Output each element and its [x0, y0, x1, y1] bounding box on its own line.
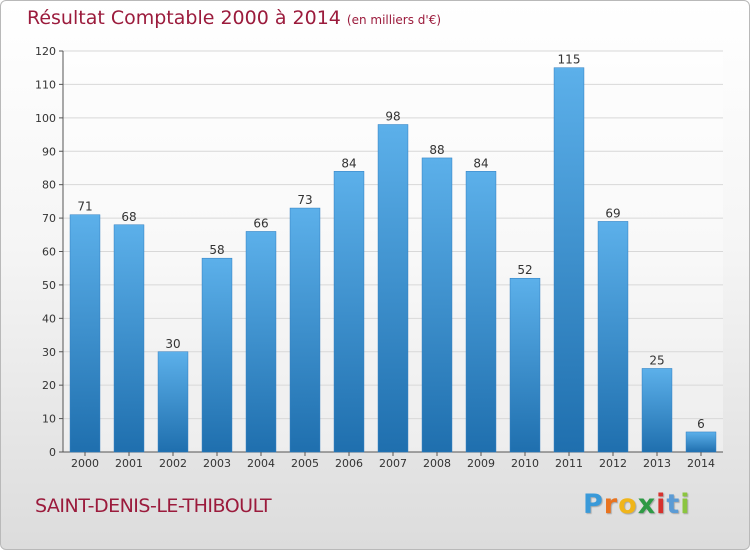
y-tick-label: 10	[42, 413, 56, 426]
bar-value-label: 88	[429, 143, 444, 157]
x-tick-label: 2012	[599, 457, 627, 470]
bar-value-label: 68	[121, 210, 136, 224]
bar	[421, 157, 453, 453]
bar-value-label: 25	[649, 353, 664, 367]
x-tick-label: 2000	[71, 457, 99, 470]
bar-value-label: 115	[558, 53, 581, 67]
bar	[113, 224, 145, 453]
y-tick-label: 70	[42, 212, 56, 225]
bar	[553, 67, 585, 453]
x-tick-label: 2003	[203, 457, 231, 470]
bar	[597, 221, 629, 453]
logo-letter: i	[680, 489, 691, 520]
x-tick-label: 2008	[423, 457, 451, 470]
x-tick-label: 2011	[555, 457, 583, 470]
bar	[157, 351, 189, 453]
bar-value-label: 6	[697, 417, 705, 431]
chart-unit: (en milliers d'€)	[346, 13, 442, 27]
bar-value-label: 58	[209, 243, 224, 257]
y-tick-label: 60	[42, 246, 56, 259]
bar-value-label: 30	[165, 337, 180, 351]
bar-value-label: 52	[517, 263, 532, 277]
bar	[333, 171, 365, 453]
x-tick-label: 2009	[467, 457, 495, 470]
x-tick-label: 2005	[291, 457, 319, 470]
bar-value-label: 73	[297, 193, 312, 207]
y-tick-label: 120	[35, 45, 56, 58]
logo-letter: x	[637, 489, 657, 520]
bar-value-label: 98	[385, 110, 400, 124]
y-tick-label: 100	[35, 112, 56, 125]
bar-value-label: 84	[341, 156, 356, 170]
logo-letter: i	[656, 489, 667, 520]
y-tick-label: 110	[35, 78, 56, 91]
bar	[201, 257, 233, 453]
bar	[377, 124, 409, 453]
x-tick-label: 2002	[159, 457, 187, 470]
x-tick-label: 2013	[643, 457, 671, 470]
x-tick-label: 2010	[511, 457, 539, 470]
bar	[685, 431, 717, 453]
chart-title-block: Résultat Comptable 2000 à 2014 (en millie…	[27, 7, 441, 29]
logo-letter: o	[618, 489, 638, 520]
bar-value-label: 84	[473, 156, 488, 170]
y-tick-label: 40	[42, 312, 56, 325]
x-tick-label: 2001	[115, 457, 143, 470]
bar-value-label: 69	[605, 206, 620, 220]
x-tick-label: 2014	[687, 457, 715, 470]
x-tick-label: 2007	[379, 457, 407, 470]
logo-letter: r	[603, 489, 619, 520]
bar	[509, 277, 541, 453]
location-name: SAINT-DENIS-LE-THIBOULT	[35, 495, 272, 517]
proxiti-logo: Proxiti	[583, 489, 691, 520]
y-tick-label: 30	[42, 346, 56, 359]
bar	[641, 368, 673, 453]
y-tick-label: 0	[49, 446, 56, 459]
y-tick-label: 90	[42, 145, 56, 158]
chart-title: Résultat Comptable 2000 à 2014	[27, 7, 341, 29]
bar	[69, 214, 101, 453]
bar-value-label: 66	[253, 216, 268, 230]
x-tick-label: 2004	[247, 457, 275, 470]
bar	[465, 171, 497, 453]
logo-letter: P	[583, 489, 604, 520]
bar-value-label: 71	[77, 200, 92, 214]
y-tick-label: 20	[42, 379, 56, 392]
y-tick-label: 50	[42, 279, 56, 292]
x-tick-label: 2006	[335, 457, 363, 470]
logo-letter: t	[666, 489, 681, 520]
y-tick-label: 80	[42, 179, 56, 192]
bar	[245, 231, 277, 453]
bar	[289, 207, 321, 453]
